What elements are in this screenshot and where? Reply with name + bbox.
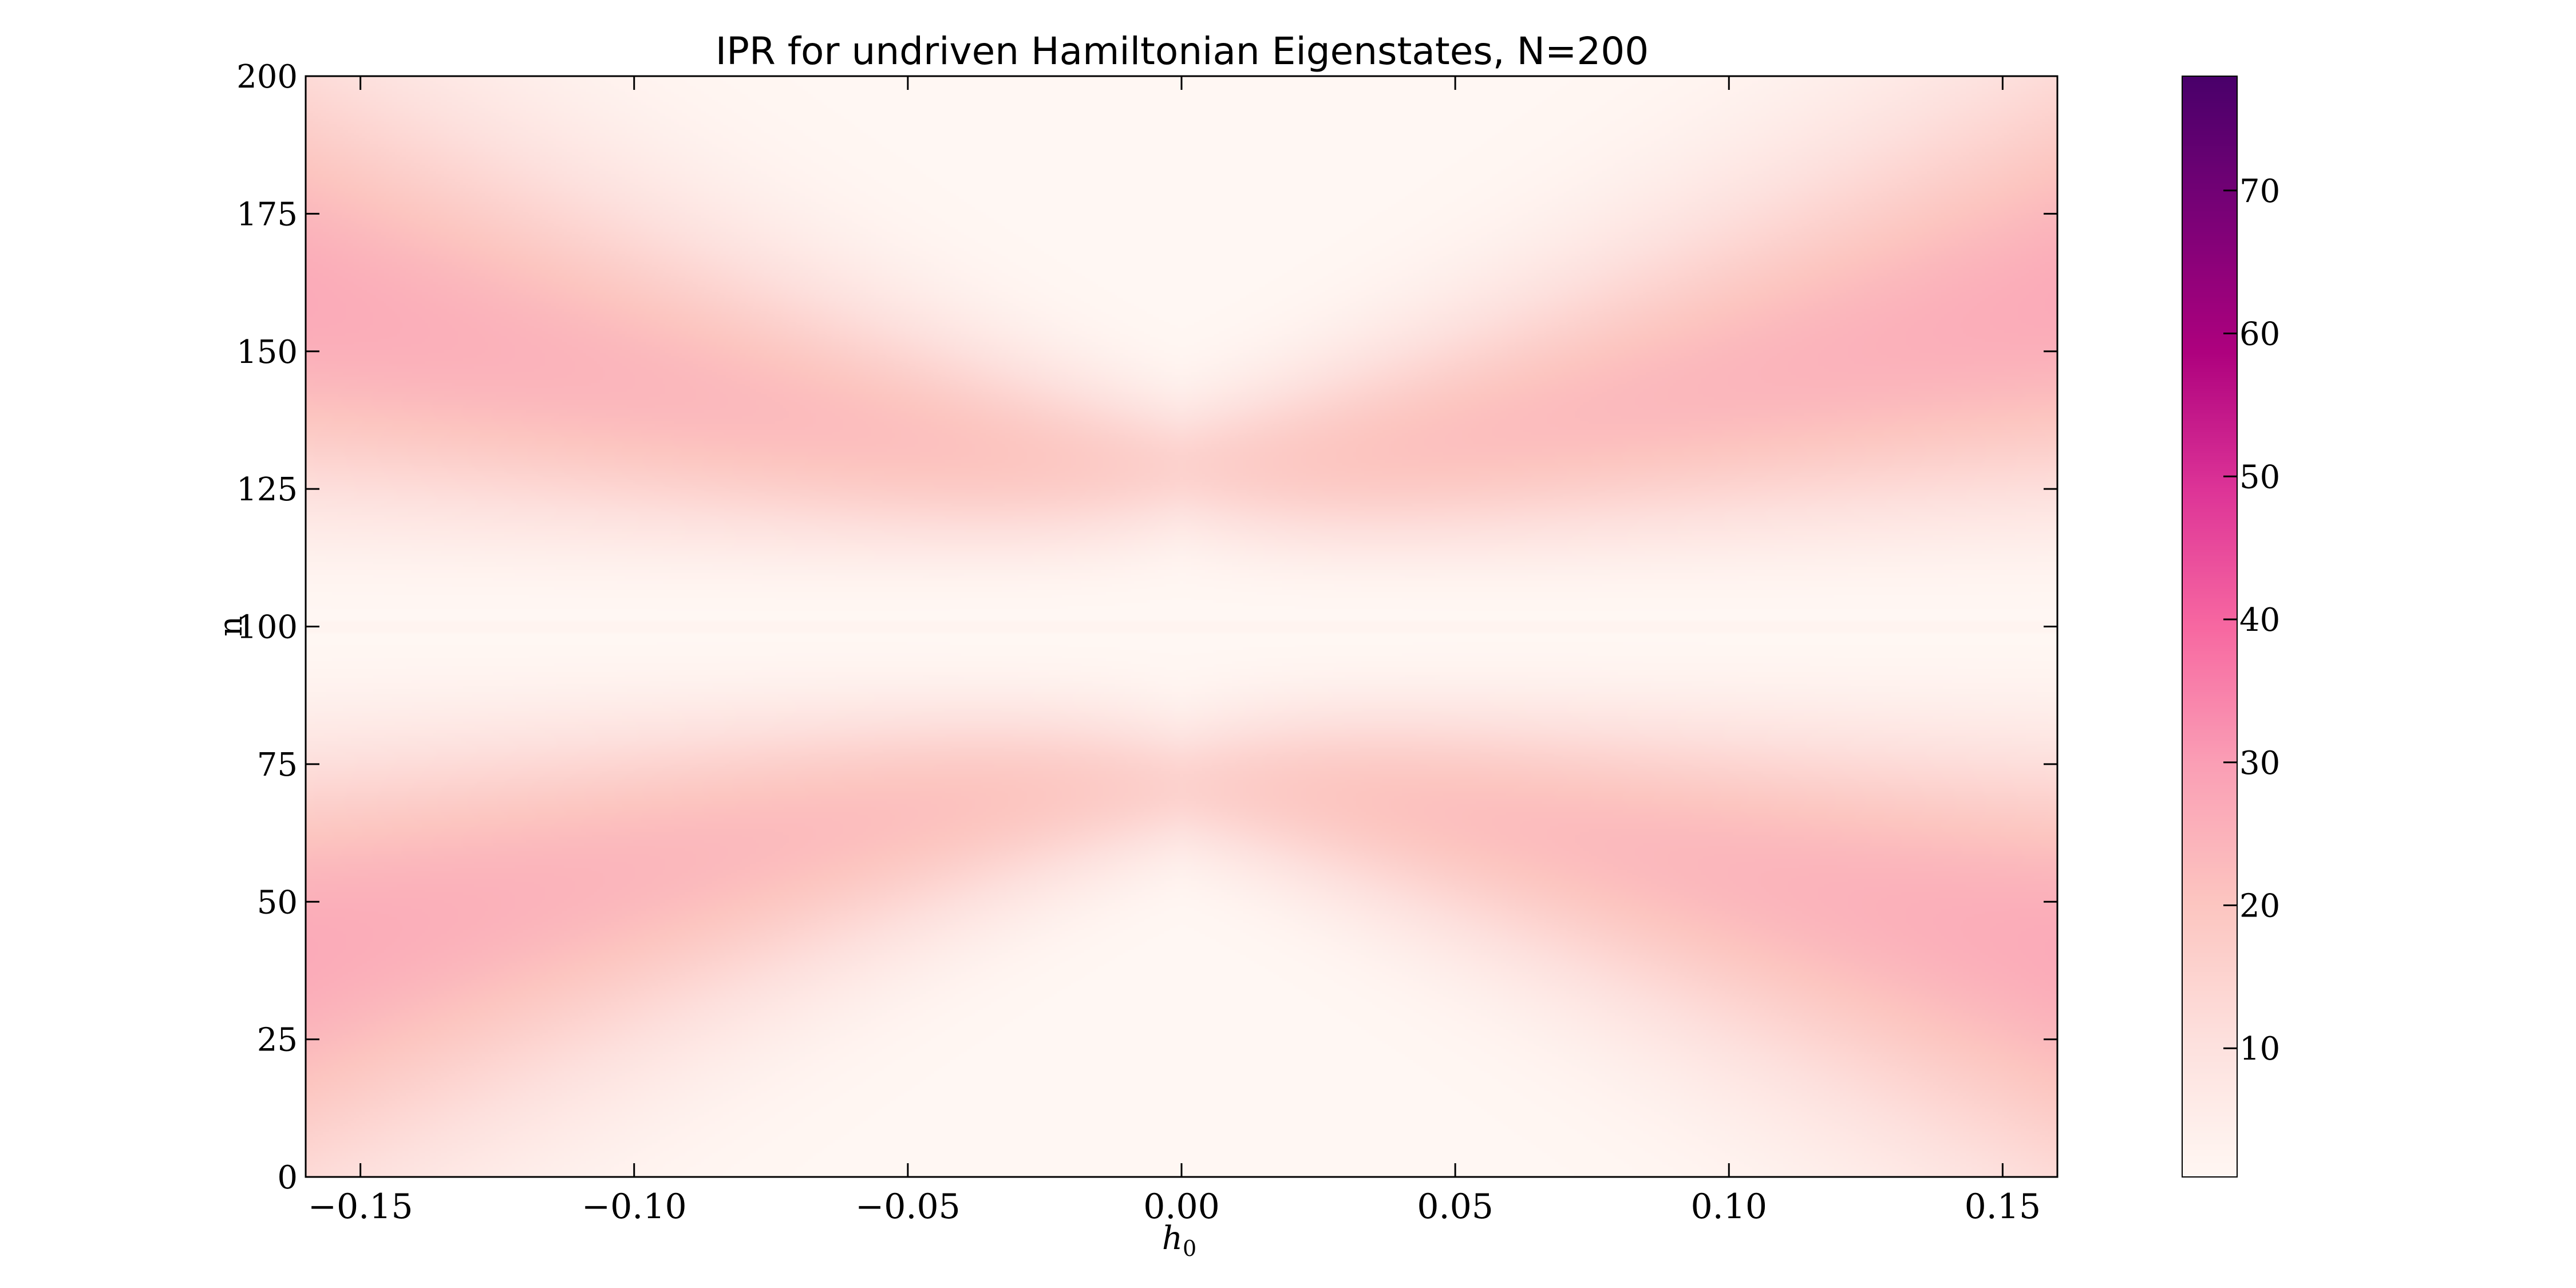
y-tick-label: 175	[236, 196, 298, 233]
colorbar-frame	[2182, 76, 2238, 1178]
y-tick-label: 200	[236, 58, 298, 96]
y-tick-label: 150	[236, 334, 298, 371]
x-tick-label: 0.10	[1690, 1187, 1767, 1227]
y-tick-label: 25	[257, 1022, 298, 1059]
x-tick-label: −0.10	[582, 1187, 687, 1227]
colorbar-tick-label: 60	[2239, 316, 2280, 353]
x-tick-label: 0.00	[1143, 1187, 1220, 1227]
y-tick-label: 50	[257, 884, 298, 921]
chart-title: IPR for undriven Hamiltonian Eigenstates…	[716, 29, 1649, 73]
y-tick-label: 0	[277, 1159, 298, 1196]
colorbar-ticks: 10 20 30 40 50 60 70	[2223, 173, 2280, 1068]
y-tick-label: 100	[236, 609, 298, 646]
y-axis-label: n	[212, 616, 250, 637]
y-axis: 0 25 50 75 100 125 150 175 200	[236, 58, 2057, 1196]
x-axis-label-subscript: 0	[1183, 1236, 1196, 1261]
heatmap-image	[306, 76, 2057, 1177]
y-tick-label: 75	[257, 746, 298, 784]
x-tick-label: 0.05	[1417, 1187, 1494, 1227]
colorbar-tick-label: 40	[2239, 602, 2280, 639]
plot-area	[305, 75, 2059, 1178]
colorbar: 10 20 30 40 50 60 70	[2182, 76, 2280, 1178]
colorbar-tick-label: 50	[2239, 459, 2280, 496]
colorbar-tick-label: 30	[2239, 745, 2280, 782]
colorbar-tick-label: 10	[2239, 1030, 2280, 1068]
y-tick-label: 125	[236, 471, 298, 508]
x-axis-label: h0	[1162, 1220, 1196, 1261]
x-axis-label-base: h	[1162, 1220, 1183, 1257]
x-tick-label: −0.15	[308, 1187, 413, 1227]
colorbar-tick-label: 70	[2239, 173, 2280, 210]
colorbar-tick-label: 20	[2239, 887, 2280, 924]
x-axis: −0.15 −0.10 −0.05 0.00 0.05 0.10 0.15	[308, 76, 2041, 1227]
colorbar-gradient	[2182, 76, 2237, 1177]
x-tick-label: 0.15	[1965, 1187, 2041, 1227]
x-tick-label: −0.05	[855, 1187, 961, 1227]
